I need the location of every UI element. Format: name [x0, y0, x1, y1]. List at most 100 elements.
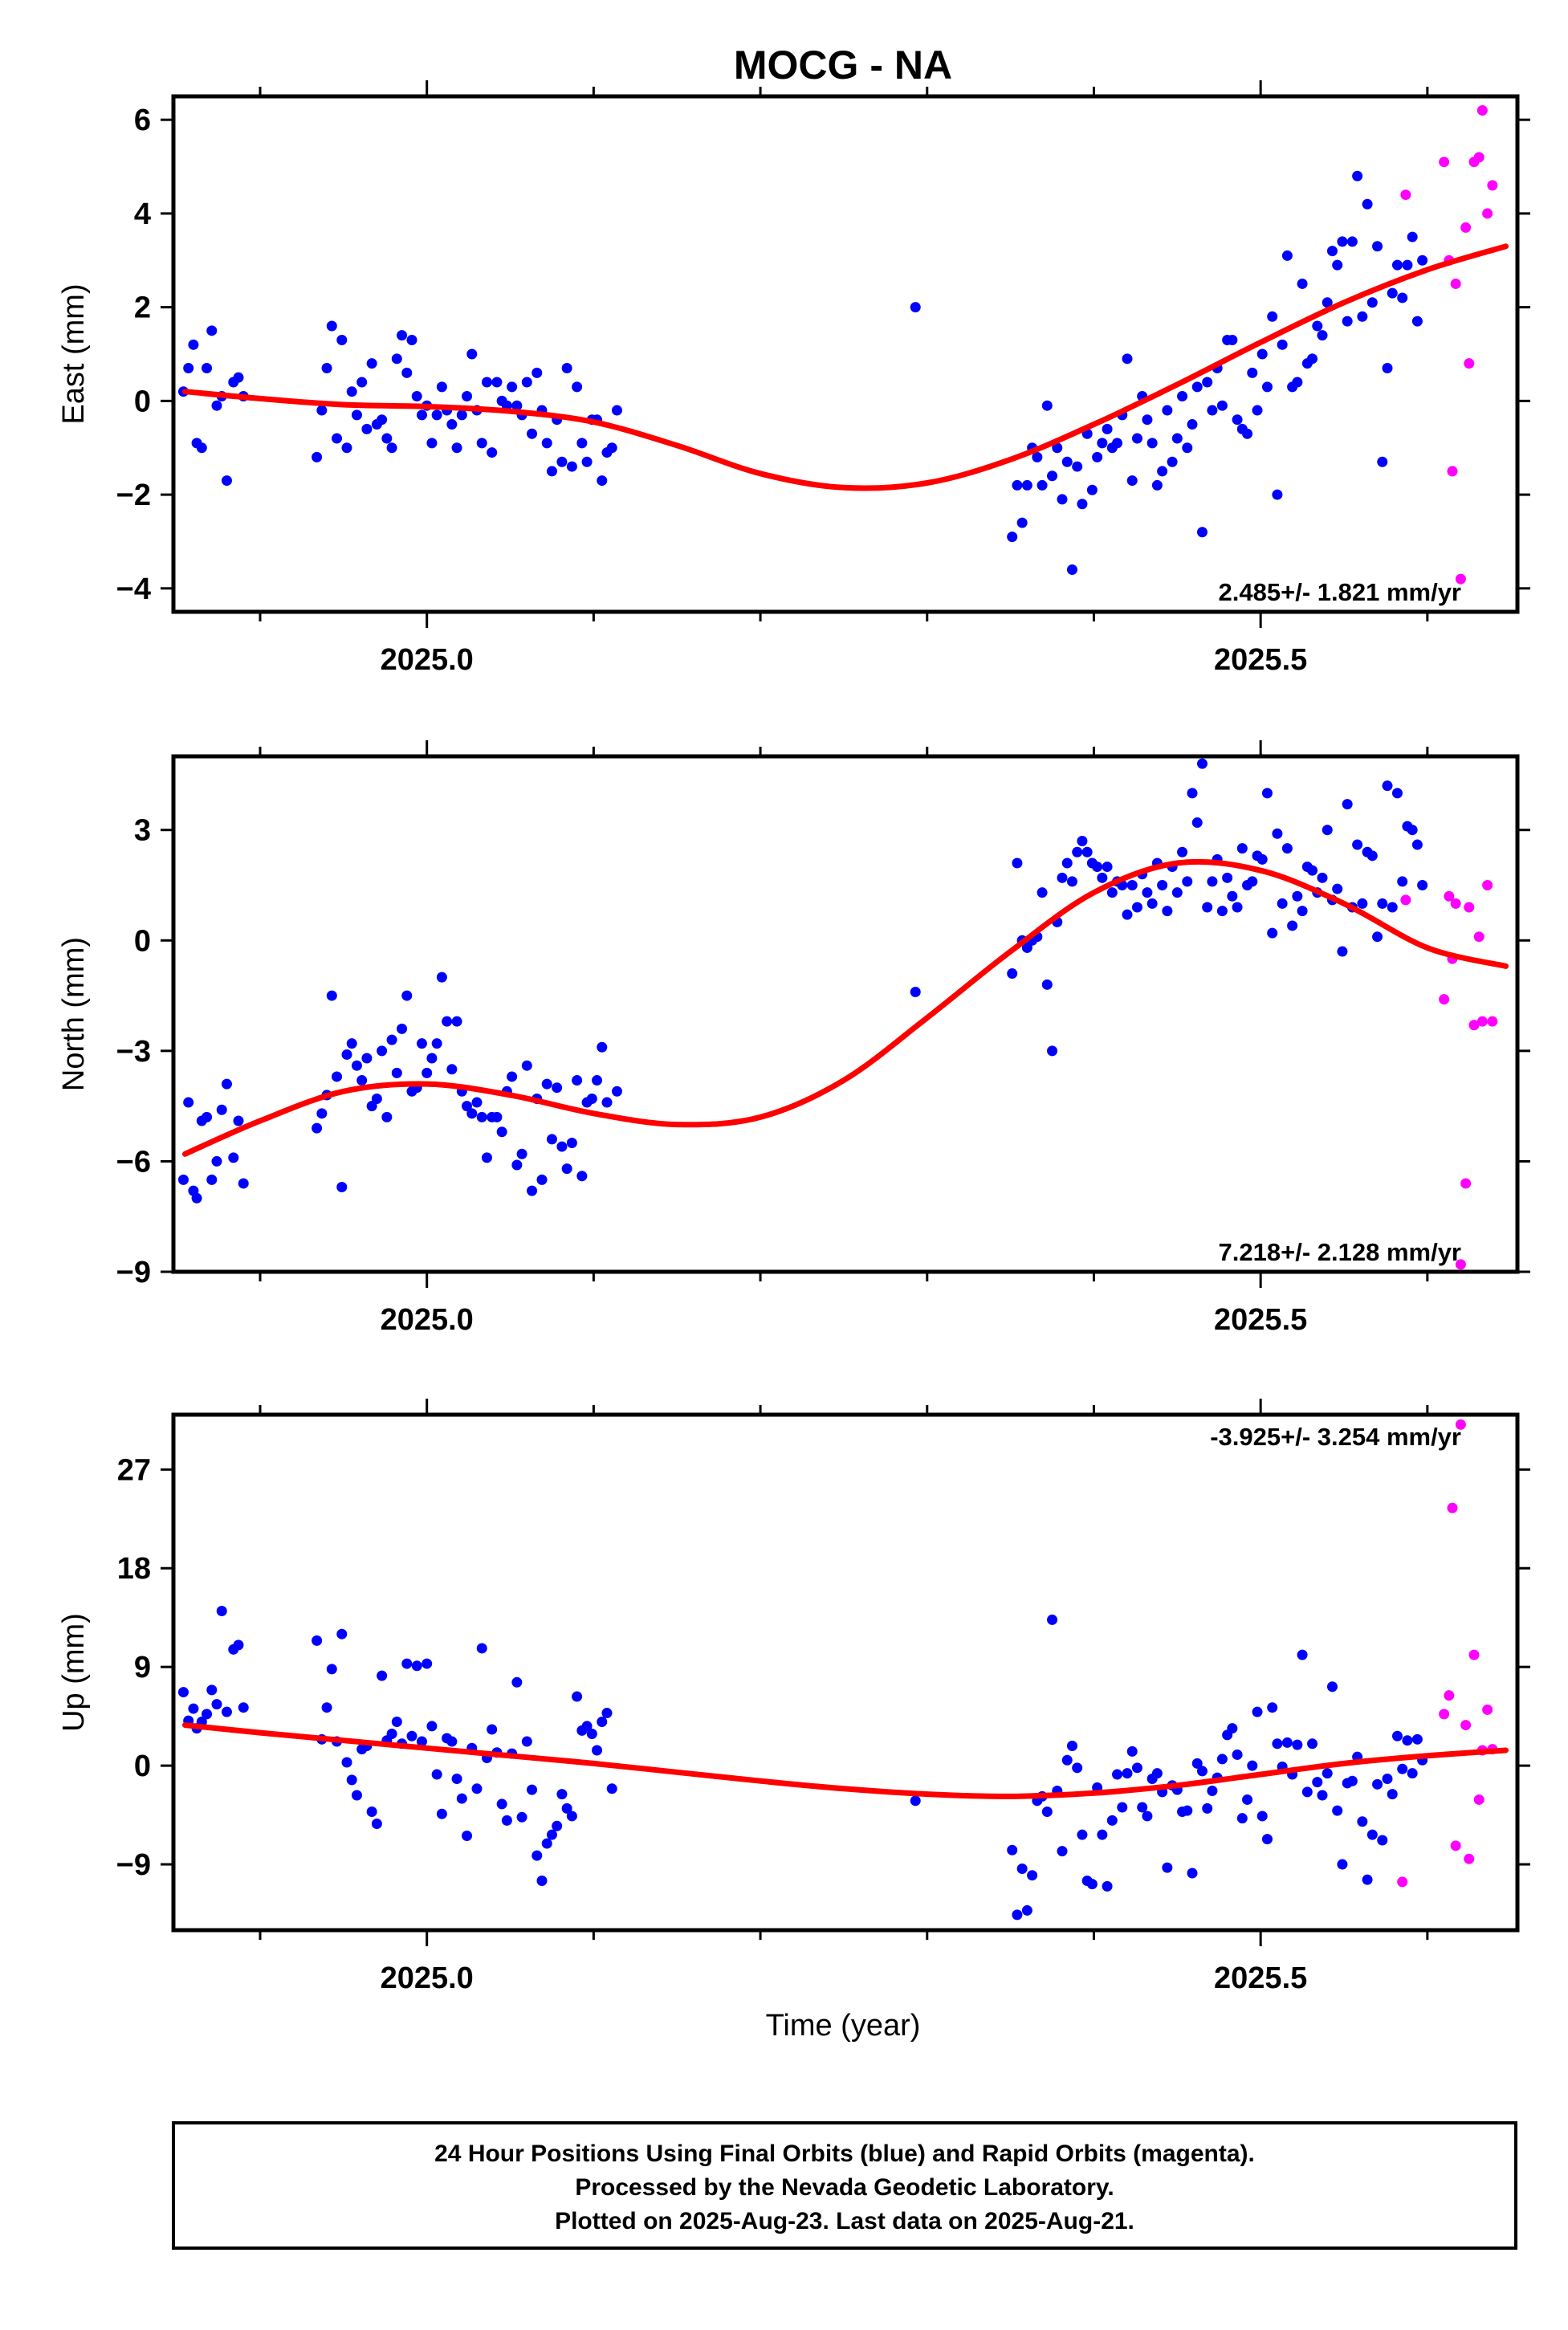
final-orbit-point	[1342, 316, 1353, 327]
final-orbit-point	[1047, 1045, 1058, 1057]
final-orbit-point	[1312, 1777, 1323, 1788]
rapid-orbit-point	[1460, 1720, 1472, 1731]
final-orbit-point	[1261, 788, 1273, 799]
final-orbit-point	[1191, 817, 1203, 829]
final-orbit-point	[1187, 419, 1198, 430]
final-orbit-point	[336, 1182, 348, 1193]
final-orbit-point	[312, 1635, 323, 1646]
final-orbit-point	[332, 433, 343, 444]
final-orbit-point	[527, 1784, 538, 1795]
final-orbit-point	[1372, 931, 1383, 943]
y-tick-label: −9	[116, 1256, 151, 1289]
data-points	[177, 105, 1498, 585]
velocity-annotation: 2.485+/- 1.821 mm/yr	[1219, 578, 1461, 606]
final-orbit-point	[491, 1111, 503, 1122]
final-orbit-point	[1402, 259, 1413, 271]
final-orbit-point	[1261, 381, 1273, 393]
final-orbit-point	[1142, 887, 1153, 898]
final-orbit-point	[1122, 1768, 1133, 1779]
final-orbit-point	[426, 1053, 438, 1064]
final-orbit-point	[572, 1691, 583, 1702]
final-orbit-point	[592, 1075, 603, 1086]
final-orbit-point	[481, 377, 492, 388]
final-orbit-point	[1227, 334, 1238, 345]
final-orbit-point	[191, 1192, 202, 1204]
final-orbit-point	[1021, 479, 1032, 491]
final-orbit-point	[1252, 405, 1263, 416]
final-orbit-point	[1297, 1649, 1308, 1660]
rapid-orbit-point	[1464, 358, 1475, 369]
final-orbit-point	[576, 1171, 588, 1182]
final-orbit-point	[188, 339, 199, 350]
y-axis-label: East (mm)	[57, 283, 91, 424]
rapid-orbit-point	[1473, 1794, 1485, 1805]
final-orbit-point	[371, 1819, 382, 1830]
final-orbit-point	[416, 1038, 427, 1049]
rapid-orbit-point	[1400, 894, 1411, 906]
final-orbit-point	[566, 1138, 577, 1148]
final-orbit-point	[1236, 1813, 1248, 1824]
final-orbit-point	[1317, 872, 1328, 883]
final-orbit-point	[1112, 438, 1123, 449]
final-orbit-point	[1202, 902, 1213, 913]
velocity-annotation: -3.925+/- 3.254 mm/yr	[1210, 1423, 1461, 1451]
rapid-orbit-point	[1400, 189, 1411, 201]
final-orbit-point	[1202, 377, 1213, 388]
final-orbit-point	[546, 1134, 557, 1145]
final-orbit-point	[1066, 1741, 1077, 1752]
x-tick-label: 2025.5	[1214, 1961, 1307, 1995]
final-orbit-point	[1301, 1786, 1313, 1798]
final-orbit-point	[401, 367, 413, 378]
final-orbit-point	[221, 1706, 232, 1717]
final-orbit-point	[1312, 320, 1323, 332]
final-orbit-point	[1261, 1834, 1273, 1845]
final-orbit-point	[238, 1702, 249, 1713]
final-orbit-point	[446, 1064, 458, 1075]
final-orbit-point	[552, 1820, 563, 1831]
final-orbit-point	[1377, 456, 1388, 467]
final-orbit-point	[1171, 887, 1183, 898]
final-orbit-point	[1077, 835, 1088, 846]
final-orbit-point	[1232, 1749, 1243, 1760]
final-orbit-point	[177, 1174, 189, 1185]
final-orbit-point	[386, 1034, 397, 1045]
final-orbit-point	[1247, 367, 1258, 378]
final-orbit-point	[1387, 902, 1398, 913]
final-orbit-point	[1382, 363, 1393, 374]
final-orbit-point	[1207, 876, 1218, 887]
final-orbit-point	[326, 990, 337, 1001]
final-orbit-point	[1337, 236, 1348, 247]
rapid-orbit-point	[1476, 1016, 1488, 1027]
final-orbit-point	[1012, 1909, 1023, 1921]
final-orbit-point	[1047, 1614, 1058, 1625]
final-orbit-point	[1267, 311, 1278, 322]
final-orbit-point	[1297, 278, 1308, 289]
final-orbit-point	[1007, 1844, 1018, 1855]
final-orbit-point	[351, 409, 362, 421]
final-orbit-point	[1016, 517, 1028, 528]
final-orbit-point	[1357, 898, 1368, 909]
final-orbit-point	[1007, 968, 1018, 980]
final-orbit-point	[1322, 825, 1333, 836]
final-orbit-point	[1086, 484, 1098, 495]
final-orbit-point	[546, 466, 557, 477]
final-orbit-point	[1066, 564, 1077, 575]
x-tick-label: 2025.0	[381, 1303, 474, 1337]
final-orbit-point	[1407, 825, 1418, 836]
final-orbit-point	[1267, 927, 1278, 939]
final-orbit-point	[1252, 1706, 1263, 1717]
rapid-orbit-point	[1464, 902, 1475, 913]
final-orbit-point	[1402, 1735, 1413, 1746]
final-orbit-point	[556, 1141, 568, 1152]
final-orbit-point	[501, 1815, 512, 1826]
final-orbit-point	[183, 363, 194, 374]
final-orbit-point	[1012, 857, 1023, 869]
final-orbit-point	[511, 400, 523, 411]
final-orbit-point	[332, 1071, 343, 1082]
final-orbit-point	[487, 447, 498, 458]
final-orbit-point	[411, 1660, 422, 1672]
final-orbit-point	[531, 367, 543, 378]
final-orbit-point	[216, 1104, 227, 1115]
y-tick-label: 2	[134, 291, 151, 325]
final-orbit-point	[1256, 853, 1268, 865]
